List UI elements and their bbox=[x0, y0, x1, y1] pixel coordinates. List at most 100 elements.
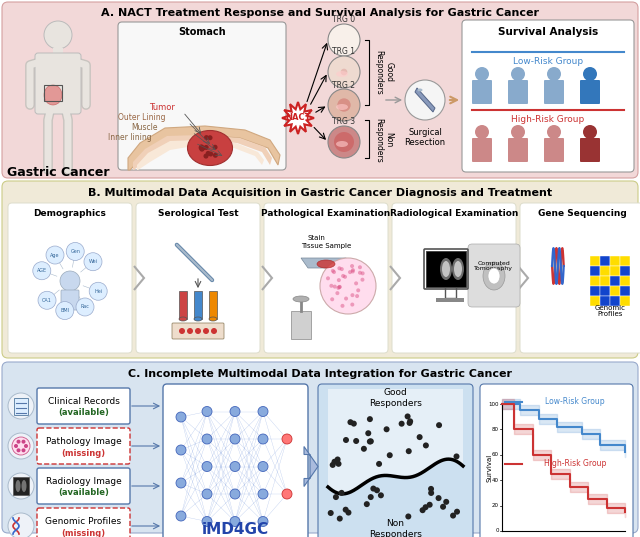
Circle shape bbox=[374, 487, 380, 494]
Circle shape bbox=[350, 264, 354, 268]
Text: Gen: Gen bbox=[70, 249, 80, 254]
FancyBboxPatch shape bbox=[35, 53, 81, 114]
Circle shape bbox=[342, 507, 349, 513]
Text: Low-Risk Group: Low-Risk Group bbox=[513, 57, 583, 67]
Circle shape bbox=[428, 486, 434, 492]
Circle shape bbox=[368, 438, 374, 444]
Circle shape bbox=[351, 270, 355, 273]
Text: Rac: Rac bbox=[81, 304, 90, 309]
Circle shape bbox=[258, 407, 268, 417]
Text: Good
Responders: Good Responders bbox=[374, 49, 394, 95]
Circle shape bbox=[376, 461, 382, 467]
Circle shape bbox=[230, 461, 240, 471]
Text: Radiological Examination: Radiological Examination bbox=[390, 208, 518, 217]
Polygon shape bbox=[137, 140, 264, 170]
Circle shape bbox=[211, 328, 217, 334]
FancyBboxPatch shape bbox=[508, 80, 528, 104]
Circle shape bbox=[583, 67, 597, 81]
Text: CA1: CA1 bbox=[42, 298, 52, 303]
Text: 80: 80 bbox=[492, 427, 499, 432]
Text: Wei: Wei bbox=[88, 259, 97, 264]
Circle shape bbox=[337, 98, 351, 112]
Bar bbox=[600, 276, 610, 286]
Circle shape bbox=[547, 125, 561, 139]
Bar bbox=[610, 286, 620, 296]
Circle shape bbox=[368, 494, 374, 500]
Circle shape bbox=[76, 298, 94, 316]
Ellipse shape bbox=[22, 480, 26, 492]
Bar bbox=[44, 85, 62, 101]
Circle shape bbox=[331, 269, 335, 273]
Bar bbox=[53, 48, 63, 56]
Circle shape bbox=[406, 420, 413, 426]
Bar bbox=[179, 291, 187, 319]
Circle shape bbox=[230, 489, 240, 499]
Circle shape bbox=[204, 154, 209, 158]
Ellipse shape bbox=[336, 104, 348, 110]
Circle shape bbox=[337, 516, 343, 521]
Circle shape bbox=[200, 146, 205, 150]
Circle shape bbox=[338, 285, 342, 289]
FancyBboxPatch shape bbox=[172, 323, 224, 339]
Circle shape bbox=[89, 282, 107, 300]
FancyBboxPatch shape bbox=[480, 384, 633, 537]
Circle shape bbox=[230, 517, 240, 526]
Polygon shape bbox=[301, 258, 354, 268]
Circle shape bbox=[354, 281, 358, 285]
Circle shape bbox=[12, 437, 30, 455]
Circle shape bbox=[346, 510, 351, 516]
Circle shape bbox=[405, 513, 412, 519]
Circle shape bbox=[343, 275, 347, 279]
Text: B. Multimodal Data Acquisition in Gastric Cancer Diagnosis and Treatment: B. Multimodal Data Acquisition in Gastri… bbox=[88, 188, 552, 198]
Bar bbox=[291, 311, 311, 339]
Circle shape bbox=[202, 407, 212, 417]
Circle shape bbox=[213, 153, 218, 158]
FancyBboxPatch shape bbox=[544, 80, 564, 104]
Circle shape bbox=[258, 489, 268, 499]
Text: AGE: AGE bbox=[36, 268, 47, 273]
Circle shape bbox=[348, 419, 353, 425]
Circle shape bbox=[282, 434, 292, 444]
FancyBboxPatch shape bbox=[8, 203, 132, 353]
Circle shape bbox=[208, 151, 213, 156]
Text: (available): (available) bbox=[58, 489, 109, 497]
Circle shape bbox=[14, 444, 18, 448]
Circle shape bbox=[200, 147, 204, 151]
Text: 20: 20 bbox=[492, 503, 499, 508]
Text: (available): (available) bbox=[58, 409, 109, 417]
Circle shape bbox=[387, 452, 393, 458]
Circle shape bbox=[340, 304, 344, 308]
Text: BMI: BMI bbox=[60, 308, 69, 313]
Circle shape bbox=[371, 485, 376, 491]
Text: Survival Analysis: Survival Analysis bbox=[498, 27, 598, 37]
Bar bbox=[610, 256, 620, 266]
Circle shape bbox=[176, 445, 186, 455]
Circle shape bbox=[207, 135, 212, 140]
FancyBboxPatch shape bbox=[462, 20, 634, 172]
Bar bbox=[610, 276, 620, 286]
Text: (missing): (missing) bbox=[61, 528, 106, 537]
FancyBboxPatch shape bbox=[468, 244, 520, 307]
Circle shape bbox=[339, 490, 344, 496]
Text: Genomic
Profiles: Genomic Profiles bbox=[595, 304, 625, 317]
Circle shape bbox=[330, 462, 336, 468]
Ellipse shape bbox=[417, 89, 422, 91]
Circle shape bbox=[404, 413, 411, 419]
Circle shape bbox=[203, 328, 209, 334]
Text: Survival: Survival bbox=[487, 453, 493, 482]
Text: Muscle: Muscle bbox=[131, 124, 158, 133]
Circle shape bbox=[202, 517, 212, 526]
Circle shape bbox=[328, 24, 360, 56]
Circle shape bbox=[46, 246, 64, 264]
FancyBboxPatch shape bbox=[61, 290, 79, 310]
Text: TRG 3: TRG 3 bbox=[332, 118, 356, 127]
Ellipse shape bbox=[188, 130, 232, 165]
Text: Demographics: Demographics bbox=[33, 208, 106, 217]
Circle shape bbox=[230, 407, 240, 417]
FancyBboxPatch shape bbox=[580, 80, 600, 104]
Circle shape bbox=[60, 271, 80, 291]
Circle shape bbox=[38, 291, 56, 309]
Ellipse shape bbox=[317, 260, 335, 268]
Circle shape bbox=[333, 285, 337, 288]
Circle shape bbox=[8, 393, 34, 419]
